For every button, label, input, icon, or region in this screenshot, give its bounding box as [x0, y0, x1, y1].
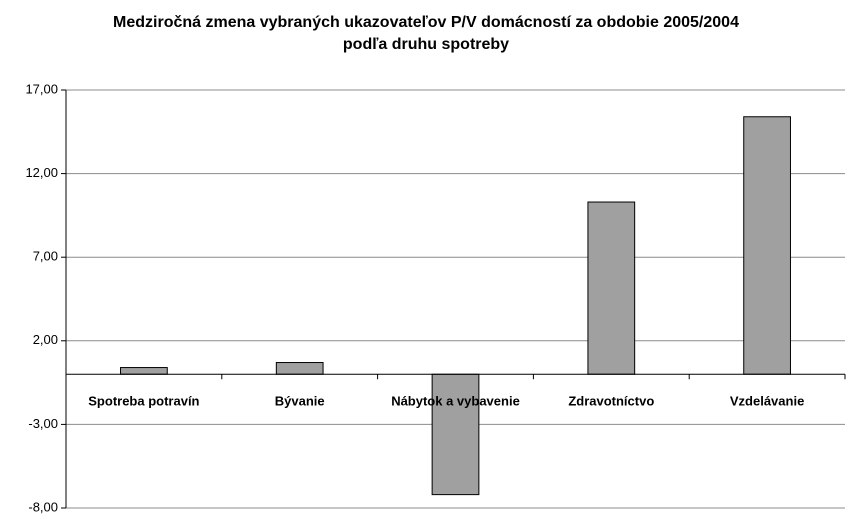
y-tick-label: -8,00 [28, 499, 58, 514]
bar [275, 362, 324, 375]
y-tick-label: 12,00 [25, 165, 58, 180]
bar [431, 373, 480, 496]
x-tick-label: Bývanie [275, 394, 325, 409]
x-tick-label: Vzdelávanie [730, 394, 804, 409]
y-tick-label: 17,00 [25, 81, 58, 96]
x-tick-label: Nábytok a vybavenie [391, 394, 520, 409]
x-tick-label: Spotreba potravín [88, 394, 199, 409]
x-tick-label: Zdravotníctvo [568, 394, 654, 409]
bar [120, 367, 168, 375]
y-tick-label: 2,00 [33, 332, 58, 347]
bar [743, 116, 791, 375]
y-tick-label: -3,00 [28, 416, 58, 431]
bar [587, 201, 636, 375]
chart-title: Medziročná zmena vybraných ukazovateľov … [113, 14, 739, 53]
y-tick-label: 7,00 [33, 249, 58, 264]
